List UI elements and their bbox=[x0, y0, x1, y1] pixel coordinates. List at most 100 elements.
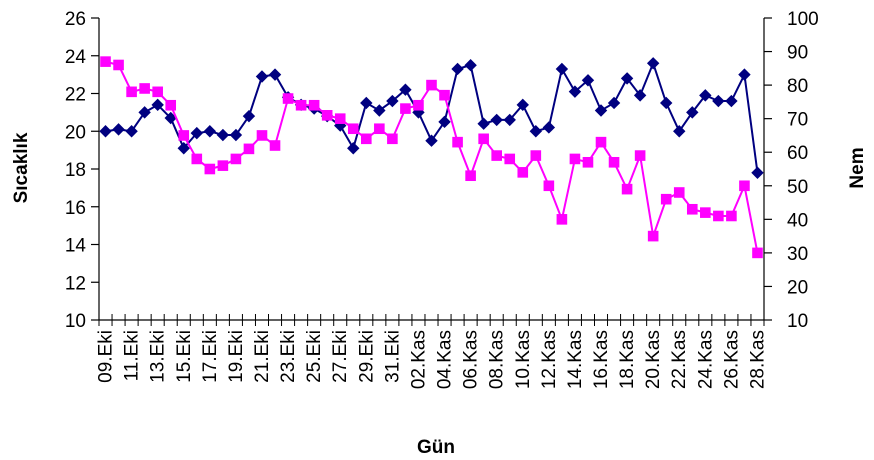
nem-point bbox=[726, 210, 737, 222]
series-line-sicaklik bbox=[105, 60, 759, 173]
nem-point bbox=[530, 150, 542, 161]
x-tick-label: 23.Eki bbox=[278, 330, 299, 383]
nem-point bbox=[308, 99, 320, 111]
sicaklik-point bbox=[725, 94, 738, 108]
sicaklik-point bbox=[386, 94, 399, 108]
sicaklik-point bbox=[216, 128, 230, 142]
series-group bbox=[99, 56, 764, 259]
sicaklik-point bbox=[373, 104, 386, 117]
x-tick-label: 27.Eki bbox=[330, 330, 351, 383]
nem-point bbox=[178, 130, 190, 141]
y-axis-title-right: Nem bbox=[847, 147, 868, 188]
x-tick-label: 09.Eki bbox=[96, 330, 117, 383]
nem-point bbox=[595, 136, 607, 148]
nem-point bbox=[700, 207, 711, 218]
sicaklik-point bbox=[659, 96, 673, 110]
sicaklik-point bbox=[190, 126, 204, 140]
sicaklik-point bbox=[255, 70, 269, 83]
sicaklik-point bbox=[203, 125, 217, 138]
sicaklik-point bbox=[451, 62, 464, 76]
nem-point bbox=[295, 99, 307, 111]
nem-point bbox=[374, 123, 385, 135]
nem-point bbox=[660, 193, 672, 205]
y-tick-label-right: 60 bbox=[787, 143, 808, 164]
x-tick-label: 20.Kas bbox=[643, 330, 664, 389]
nem-point bbox=[413, 99, 424, 111]
nem-point bbox=[517, 167, 529, 178]
sicaklik-point bbox=[712, 94, 725, 108]
sicaklik-point bbox=[125, 125, 138, 138]
sicaklik-point bbox=[646, 57, 660, 70]
nem-point bbox=[439, 89, 450, 101]
x-tick-label: 29.Eki bbox=[356, 330, 377, 383]
sicaklik-point bbox=[151, 98, 164, 112]
y-tick-label-right: 40 bbox=[787, 210, 808, 231]
sicaklik-point bbox=[177, 142, 190, 155]
axes-group: 10 12 14 16 18 20 22 24 26 10 20 30 40 50 60 70 80 90 100 0… bbox=[65, 9, 819, 389]
sicaklik-point bbox=[229, 128, 243, 142]
x-tick-label: 15.Eki bbox=[174, 330, 195, 383]
x-tick-label: 12.Kas bbox=[539, 330, 560, 389]
x-tick-label: 18.Kas bbox=[617, 330, 638, 389]
y-tick-label-left: 24 bbox=[65, 47, 87, 68]
nem-point bbox=[256, 130, 268, 141]
sicaklik-point bbox=[477, 117, 490, 130]
sicaklik-point bbox=[594, 104, 608, 117]
sicaklik-point bbox=[138, 106, 151, 119]
nem-point bbox=[165, 99, 177, 111]
sicaklik-point bbox=[490, 113, 503, 127]
y-tick-label-right: 20 bbox=[787, 277, 808, 298]
y-tick-label-right: 70 bbox=[787, 110, 808, 131]
y-tick-label-left: 18 bbox=[65, 160, 86, 181]
sicaklik-point bbox=[620, 72, 634, 85]
nem-point bbox=[321, 110, 333, 121]
sicaklik-point bbox=[633, 89, 647, 102]
nem-point bbox=[752, 247, 763, 259]
y-tick-label-left: 14 bbox=[65, 236, 87, 257]
y-tick-label-left: 12 bbox=[65, 273, 86, 294]
sicaklik-point bbox=[438, 115, 451, 129]
sicaklik-point bbox=[529, 125, 543, 138]
x-axis-title: Gün bbox=[417, 437, 455, 458]
y-tick-label-right: 90 bbox=[787, 43, 808, 64]
nem-point bbox=[282, 93, 294, 104]
sicaklik-point bbox=[464, 58, 477, 72]
x-tick-label: 31.Eki bbox=[382, 330, 403, 383]
sicaklik-point bbox=[112, 123, 125, 136]
nem-point bbox=[334, 113, 346, 124]
x-tick-label: 21.Eki bbox=[252, 330, 273, 383]
y-tick-label-right: 100 bbox=[787, 9, 819, 30]
sicaklik-point bbox=[581, 74, 595, 87]
nem-point bbox=[347, 123, 359, 135]
nem-point bbox=[504, 153, 516, 165]
y-tick-label-right: 80 bbox=[787, 76, 808, 97]
sicaklik-point bbox=[673, 125, 686, 138]
x-tick-label: 28.Kas bbox=[747, 330, 768, 389]
y-tick-label-right: 50 bbox=[787, 177, 808, 198]
nem-point bbox=[686, 203, 698, 215]
nem-point bbox=[465, 170, 476, 182]
nem-point bbox=[361, 133, 372, 145]
y-tick-label-left: 20 bbox=[65, 122, 86, 143]
nem-point bbox=[243, 143, 255, 155]
nem-point bbox=[204, 163, 216, 175]
nem-point bbox=[647, 230, 659, 242]
nem-point bbox=[556, 214, 568, 225]
nem-point bbox=[569, 153, 581, 165]
x-tick-label: 26.Kas bbox=[721, 330, 742, 389]
nem-point bbox=[217, 160, 229, 171]
sicaklik-point bbox=[751, 166, 764, 179]
sicaklik-point bbox=[503, 113, 516, 127]
nem-point bbox=[634, 150, 646, 161]
y-tick-label-left: 16 bbox=[65, 198, 86, 219]
sicaklik-point bbox=[360, 96, 373, 110]
nem-point bbox=[739, 180, 750, 192]
nem-point bbox=[191, 153, 203, 165]
y-tick-label-right: 10 bbox=[787, 311, 808, 332]
sicaklik-point bbox=[555, 62, 569, 76]
sicaklik-point bbox=[399, 83, 412, 96]
x-tick-label: 14.Kas bbox=[565, 330, 586, 389]
x-tick-label: 08.Kas bbox=[487, 330, 508, 389]
sicaklik-point bbox=[99, 125, 112, 138]
